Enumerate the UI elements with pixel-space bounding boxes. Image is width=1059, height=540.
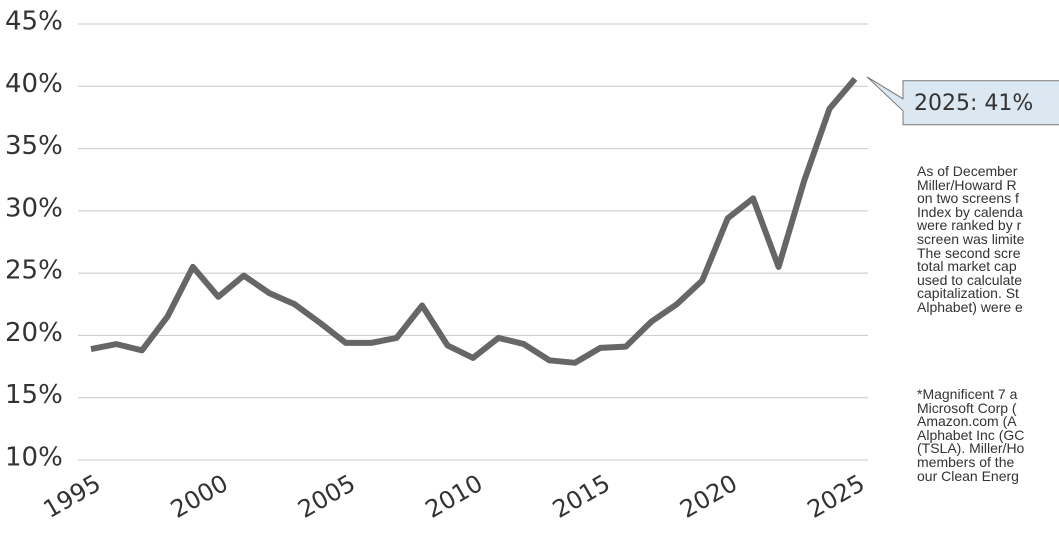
y-tick-label: 20% (5, 318, 63, 348)
note-line: The second scre (917, 244, 1021, 261)
note-line: Amazon.com (A (917, 413, 1017, 430)
y-tick-label: 35% (5, 131, 63, 161)
x-tick-label: 2005 (293, 469, 360, 524)
x-tick-label: 2020 (675, 469, 742, 524)
note-line: members of the (917, 453, 1015, 470)
note-line: our Clean Energ (917, 467, 1019, 484)
note-line: screen was limite (917, 230, 1025, 247)
callout-label: 2025: 41% (914, 91, 1033, 116)
note-paragraph: *Magnificent 7 a Microsoft Corp (Amazon.c… (917, 386, 1025, 484)
note-line: (TSLA). Miller/Ho (917, 440, 1025, 457)
note-line: As of December (917, 163, 1018, 179)
note-line: Alphabet Inc (GC (917, 426, 1025, 443)
callout-box (866, 76, 1059, 126)
note-line: Alphabet) were e (917, 298, 1023, 315)
note-line: capitalization. St (917, 285, 1019, 302)
note-line: used to calculate (917, 271, 1023, 288)
y-tick-label: 15% (5, 380, 63, 410)
y-tick-label: 25% (5, 256, 63, 286)
y-tick-label: 40% (5, 69, 63, 99)
y-tick-label: 45% (5, 7, 63, 37)
note-line: on two screens f (917, 190, 1019, 207)
note-line: were ranked by r (917, 217, 1022, 234)
note-line: Index by calenda (917, 203, 1023, 220)
note-line: total market cap (917, 258, 1017, 275)
y-tick-label: 10% (5, 443, 63, 473)
y-tick-label: 30% (5, 193, 63, 223)
note-line: Miller/Howard R (917, 176, 1017, 193)
data-line (90, 76, 858, 366)
x-tick-label: 2000 (166, 469, 233, 524)
x-tick-label: 2025 (803, 469, 870, 524)
x-tick-label: 2015 (548, 469, 615, 524)
x-tick-label: 1995 (39, 469, 106, 524)
note-line: *Magnificent 7 a (917, 386, 1018, 402)
note-line: Microsoft Corp ( (917, 399, 1017, 416)
x-tick-label: 2010 (421, 469, 488, 524)
